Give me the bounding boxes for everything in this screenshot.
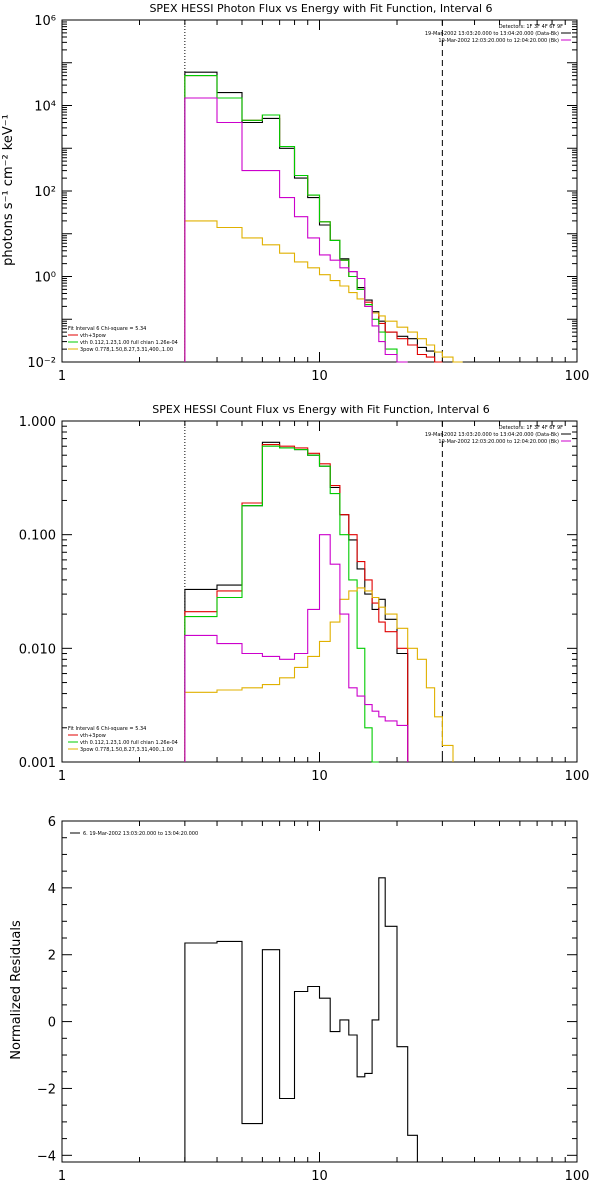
legend-entry-text: 19-Mar-2002 12:03:20.000 to 12:04:20.000… bbox=[438, 38, 559, 44]
legend-entry-text: 6. 19-Mar-2002 13:03:20.000 to 13:04:20.… bbox=[83, 831, 198, 837]
y-tick-label: −4 bbox=[37, 1149, 56, 1164]
legend-fit-title: Fit Interval 6 Chi-square = 5.34 bbox=[68, 326, 146, 332]
x-tick-label: 10 bbox=[311, 369, 328, 384]
legend-entry-text: 19-Mar-2002 13:03:20.000 to 13:04:20.000… bbox=[425, 31, 559, 37]
legend-fit-title: Fit Interval 6 Chi-square = 5.34 bbox=[68, 726, 146, 732]
photon-flux-title: SPEX HESSI Photon Flux vs Energy with Fi… bbox=[149, 2, 492, 15]
series-line-black bbox=[184, 441, 409, 762]
series-line-magenta bbox=[184, 97, 408, 363]
legend-entry-text: 19-Mar-2002 13:03:20.000 to 13:04:20.000… bbox=[425, 432, 559, 438]
legend-detectors: Detectors: 1F 3F 4F 6F 9F bbox=[499, 24, 563, 30]
legend-entry-text: vth 0.112,1.23,1.00 full chian 1.26e-04 bbox=[80, 340, 178, 346]
y-tick-label: −2 bbox=[37, 1082, 56, 1097]
count-flux-panel: SPEX HESSI Count Flux vs Energy with Fit… bbox=[19, 403, 590, 784]
y-tick-label: 0 bbox=[48, 1016, 56, 1031]
photon-flux-y-label: photons s⁻¹ cm⁻² keV⁻¹ bbox=[1, 114, 16, 266]
series-line-green bbox=[184, 445, 379, 763]
series-line-red bbox=[184, 444, 409, 762]
x-tick-label: 1 bbox=[58, 1169, 66, 1184]
y-tick-label: 0.001 bbox=[19, 756, 56, 771]
legend-entry-text: 3pow 0.778,1.50,8.27,3.31,400.,1.00 bbox=[80, 347, 173, 353]
legend-detectors: Detectors: 1F 3F 4F 6F 9F bbox=[499, 425, 563, 431]
legend-entry-text: 3pow 0.778,1.50,8.27,3.31,400.,1.00 bbox=[80, 747, 173, 753]
x-tick-label: 10 bbox=[311, 769, 328, 784]
series-line-black bbox=[184, 877, 418, 1162]
y-tick-label: 2 bbox=[48, 949, 56, 964]
x-tick-label: 100 bbox=[565, 369, 590, 384]
count-flux-title: SPEX HESSI Count Flux vs Energy with Fit… bbox=[152, 403, 489, 416]
x-tick-label: 100 bbox=[565, 1169, 590, 1184]
y-tick-label: 1.000 bbox=[19, 415, 56, 430]
y-tick-label: 6 bbox=[48, 815, 56, 830]
x-tick-label: 1 bbox=[58, 769, 66, 784]
x-tick-label: 100 bbox=[565, 769, 590, 784]
plot-frame bbox=[61, 19, 578, 363]
series-line-green bbox=[184, 75, 408, 363]
y-tick-label: 0.100 bbox=[19, 529, 56, 544]
series-line-black bbox=[184, 71, 436, 362]
y-tick-label: 10⁰ bbox=[34, 271, 56, 286]
series-line-orange bbox=[184, 587, 454, 762]
legend-entry-text: vth+3pow bbox=[80, 733, 106, 739]
x-tick-label: 1 bbox=[58, 369, 66, 384]
residuals-panel: Normalized Residuals 1 10 100 −4 −2 0 2 4 6 6. 19… bbox=[9, 815, 589, 1184]
y-tick-label: 10⁻² bbox=[27, 356, 56, 371]
photon-flux-panel: SPEX HESSI Photon Flux vs Energy with Fi… bbox=[1, 2, 589, 384]
series-line-orange bbox=[184, 220, 463, 363]
residuals-y-label: Normalized Residuals bbox=[9, 920, 24, 1060]
y-tick-label: 4 bbox=[48, 882, 56, 897]
legend-entry-text: vth 0.112,1.23,1.00 full chian 1.26e-04 bbox=[80, 740, 178, 746]
y-tick-label: 10⁶ bbox=[34, 14, 56, 29]
legend-entry-text: 19-Mar-2002 12:03:20.000 to 12:04:20.000… bbox=[438, 439, 559, 445]
series-line-red bbox=[184, 75, 443, 363]
x-tick-label: 10 bbox=[311, 1169, 328, 1184]
legend-entry-text: vth+3pow bbox=[80, 333, 106, 339]
y-tick-label: 10² bbox=[34, 185, 56, 200]
y-tick-label: 0.010 bbox=[19, 642, 56, 657]
y-tick-label: 10⁴ bbox=[34, 100, 56, 115]
series-line-magenta bbox=[184, 534, 409, 762]
